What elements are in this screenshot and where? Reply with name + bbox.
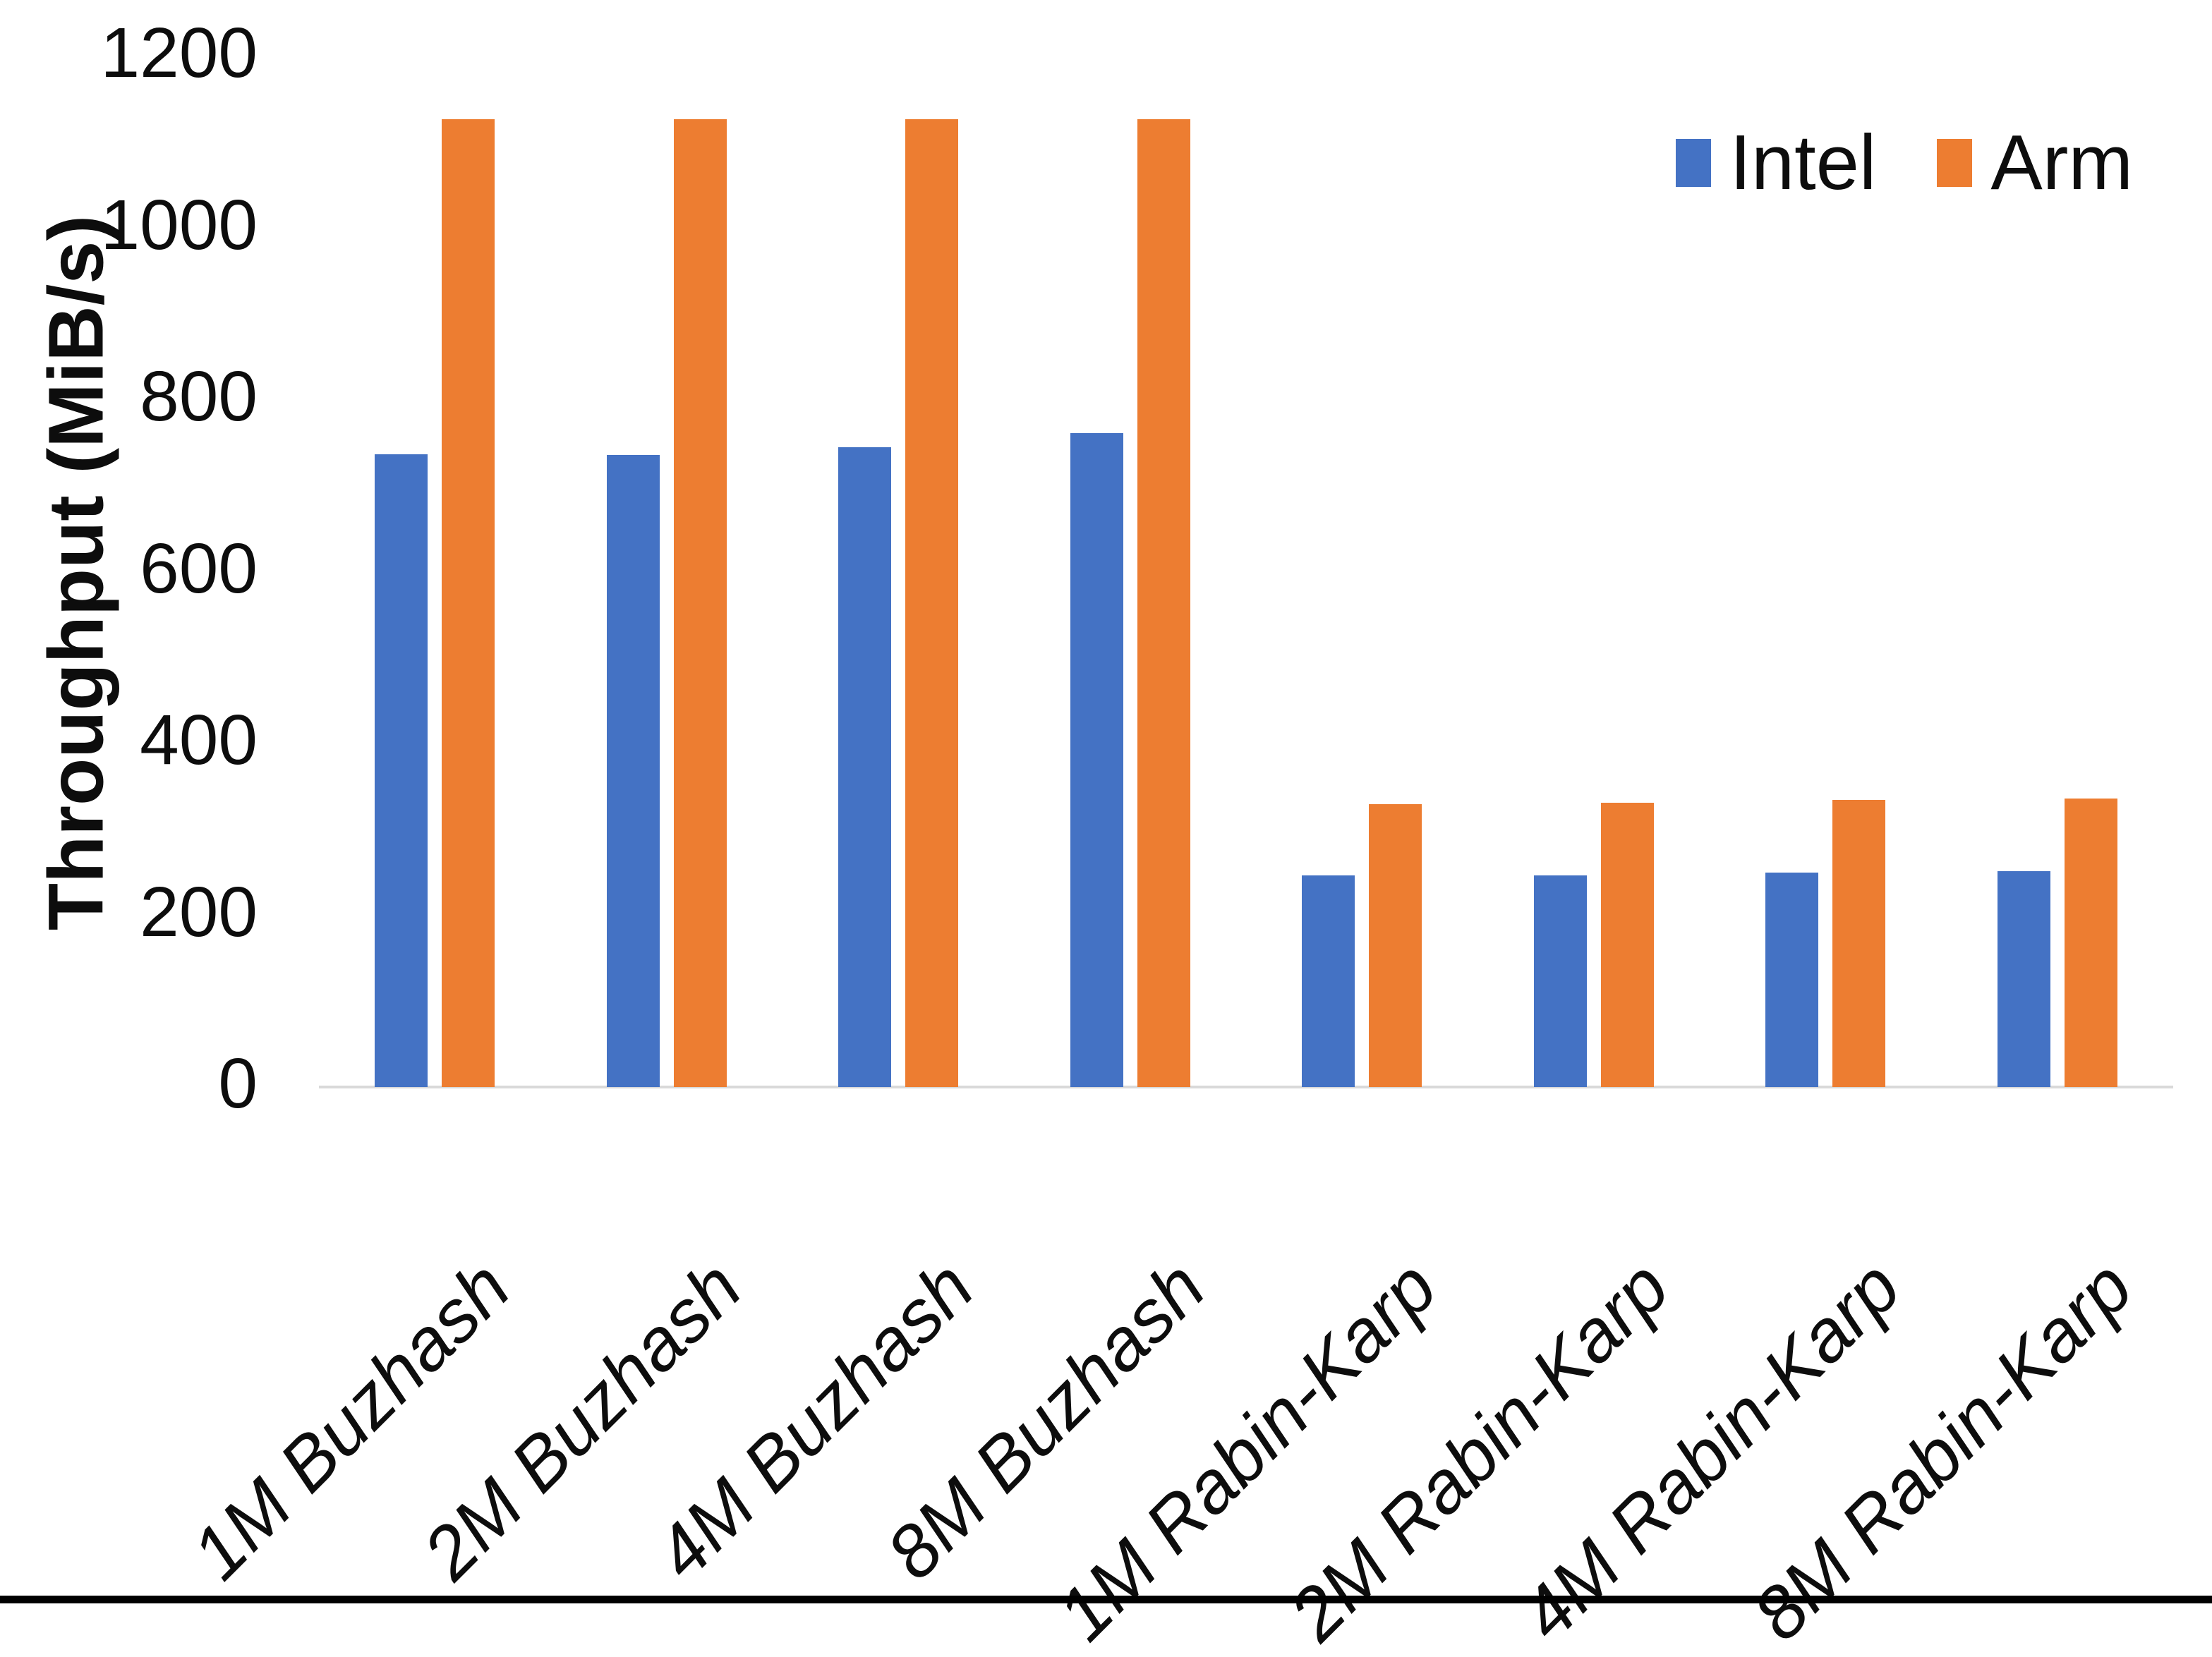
legend-label-arm: Arm xyxy=(1990,119,2133,206)
legend-label-intel: Intel xyxy=(1729,119,1877,206)
bar-arm-8m-buzhash xyxy=(1137,119,1190,1087)
bar-intel-8m-buzhash xyxy=(1070,433,1123,1087)
bar-arm-4m-rabin-karp xyxy=(1832,800,1886,1087)
y-tick-label: 1200 xyxy=(100,13,258,92)
bottom-border xyxy=(0,1596,2212,1603)
bar-intel-4m-buzhash xyxy=(838,447,892,1087)
y-tick-label: 800 xyxy=(140,356,258,436)
legend-item-intel: Intel xyxy=(1676,124,1876,202)
bar-intel-2m-buzhash xyxy=(606,454,660,1087)
legend-swatch-arm xyxy=(1937,139,1973,187)
legend-item-arm: Arm xyxy=(1937,124,2133,202)
bar-arm-1m-rabin-karp xyxy=(1369,804,1422,1087)
bar-chart: Throughput (MiB/s) 0 200 400 600 800 1000 1200… xyxy=(33,13,2173,1656)
bar-intel-1m-rabin-karp xyxy=(1302,875,1355,1087)
bar-arm-4m-buzhash xyxy=(905,119,959,1087)
bar-arm-2m-buzhash xyxy=(673,119,727,1087)
bar-intel-8m-rabin-karp xyxy=(1997,871,2050,1087)
bar-intel-2m-rabin-karp xyxy=(1533,875,1587,1087)
legend: Intel Arm xyxy=(1676,124,2133,202)
bar-intel-4m-rabin-karp xyxy=(1765,872,1819,1087)
y-tick-label: 0 xyxy=(218,1043,258,1123)
y-tick-label: 400 xyxy=(140,700,258,779)
bar-arm-8m-rabin-karp xyxy=(2064,798,2117,1087)
y-tick-label: 1000 xyxy=(100,185,258,265)
y-tick-label: 200 xyxy=(140,872,258,952)
x-axis-line xyxy=(319,1086,2173,1088)
legend-swatch-intel xyxy=(1676,139,1712,187)
y-tick-label: 600 xyxy=(140,528,258,608)
bar-arm-1m-buzhash xyxy=(442,119,495,1087)
bar-arm-2m-rabin-karp xyxy=(1600,803,1654,1087)
bar-intel-1m-buzhash xyxy=(375,454,428,1087)
